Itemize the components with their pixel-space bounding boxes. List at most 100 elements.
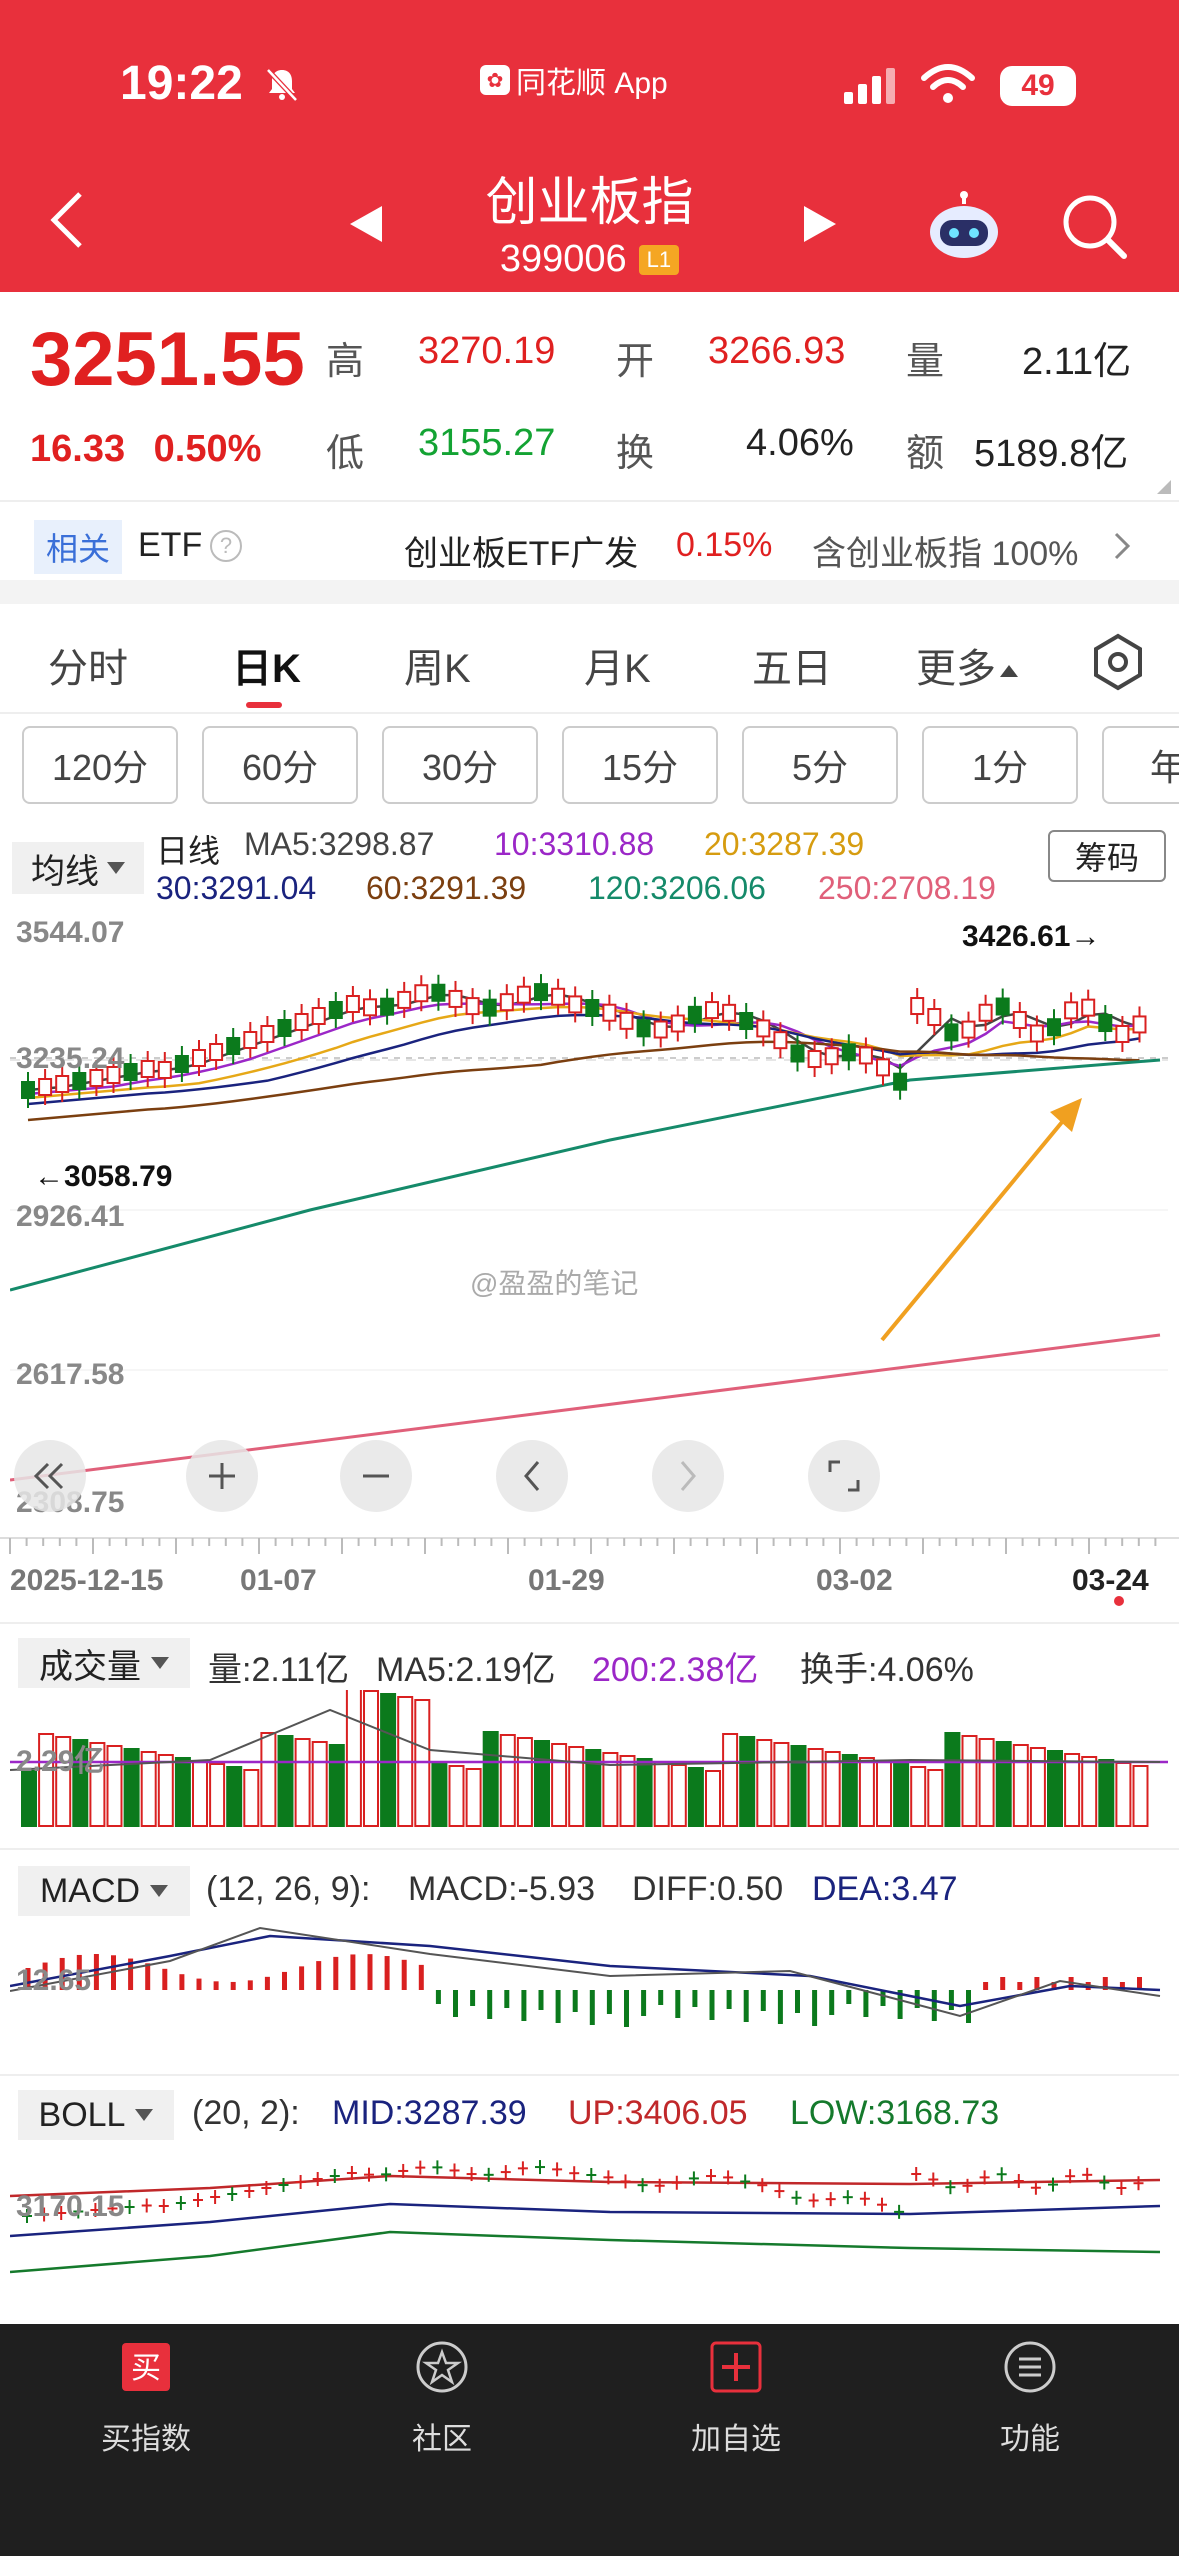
watermark: @盈盈的笔记: [470, 1268, 639, 1299]
tab-intraday[interactable]: 分时: [48, 647, 128, 691]
zoom-in-button[interactable]: [186, 1440, 258, 1512]
volume-bar: [568, 1746, 585, 1827]
caret-down-icon: [135, 2109, 154, 2121]
boll-chart[interactable]: [10, 2136, 1168, 2286]
low-annotation: ←3058.79: [34, 1160, 173, 1193]
next-index-icon[interactable]: [802, 204, 838, 244]
volume-bar: [705, 1770, 721, 1827]
macd-dea: DEA:3.47: [812, 1870, 958, 1908]
divider: [0, 500, 1179, 502]
candle: [910, 997, 925, 1016]
volume-bar: [140, 1751, 157, 1827]
boll-select[interactable]: BOLL: [18, 2090, 174, 2140]
line-type: 日线: [156, 833, 221, 869]
tab-daily-k[interactable]: 日K: [232, 647, 301, 691]
chip-30min[interactable]: 30分: [382, 726, 538, 804]
nav-community[interactable]: 社区: [362, 2340, 522, 2458]
volume-bar: [431, 1762, 448, 1827]
settings-icon[interactable]: [1088, 632, 1148, 692]
candle: [465, 997, 480, 1016]
chip-15min[interactable]: 15分: [562, 726, 718, 804]
search-icon[interactable]: [1060, 192, 1130, 262]
related-etf-name[interactable]: 创业板ETF广发: [404, 535, 639, 573]
chip-1min[interactable]: 1分: [922, 726, 1078, 804]
volume-bar: [978, 1738, 995, 1827]
volume-select[interactable]: 成交量: [18, 1638, 190, 1688]
nav-buy-index-label: 买指数: [101, 2423, 191, 2456]
chip-60min[interactable]: 60分: [202, 726, 358, 804]
help-icon[interactable]: ?: [210, 530, 242, 562]
related-etf-change[interactable]: 0.15%: [676, 526, 773, 564]
chip-5min[interactable]: 5分: [742, 726, 898, 804]
candle: [499, 993, 514, 1012]
bottom-nav: [0, 2324, 1179, 2556]
back-icon[interactable]: [46, 190, 90, 250]
candle: [687, 1005, 702, 1024]
change-percent: 0.50%: [153, 428, 262, 470]
divider: [0, 2074, 1179, 2076]
related-etf-holding[interactable]: 含创业板指 100%: [812, 535, 1079, 573]
candle: [89, 1069, 104, 1087]
chevron-right-icon[interactable]: [1112, 530, 1132, 562]
volume-bar: [157, 1754, 174, 1827]
chevron-left-icon: [524, 1461, 540, 1491]
volume-bar: [123, 1748, 140, 1827]
candle: [174, 1055, 189, 1073]
volume-select-label: 成交量: [39, 1647, 141, 1686]
volume-value: 2.11亿: [1022, 341, 1132, 383]
volume-bar: [311, 1741, 328, 1827]
volume-bar: [1098, 1759, 1115, 1827]
volume-bar: [961, 1735, 978, 1827]
divider: [0, 1848, 1179, 1850]
kline-chart[interactable]: [10, 910, 1168, 1540]
candle: [209, 1043, 224, 1061]
page-title: 创业板指: [485, 173, 694, 233]
volume-bar: [1029, 1747, 1046, 1827]
chip-120min[interactable]: 120分: [22, 726, 178, 804]
macd-chart[interactable]: [10, 1916, 1168, 2058]
scroll-right-button[interactable]: [652, 1440, 724, 1512]
prev-index-icon[interactable]: [348, 204, 384, 244]
macd-select[interactable]: MACD: [18, 1866, 190, 1916]
tab-weekly-k[interactable]: 周K: [404, 647, 471, 691]
y-label-4: 2617.58: [16, 1358, 125, 1391]
chip-distribution-button[interactable]: 筹码: [1048, 830, 1166, 882]
chip-year[interactable]: 年: [1102, 726, 1179, 804]
tab-monthly-k[interactable]: 月K: [584, 647, 651, 691]
trend-arrow-head: [1050, 1098, 1082, 1132]
candle: [893, 1072, 908, 1091]
volume-bar: [260, 1732, 277, 1827]
candle: [482, 998, 497, 1017]
indicator-select[interactable]: 均线: [12, 842, 144, 894]
volume-bar: [328, 1744, 345, 1827]
boll-mid: MID:3287.39: [332, 2094, 527, 2132]
fullscreen-button[interactable]: [808, 1440, 880, 1512]
caret-down-icon: [150, 1885, 169, 1897]
scroll-left-button[interactable]: [496, 1440, 568, 1512]
fullscreen-icon: [828, 1460, 860, 1492]
nav-add-watchlist[interactable]: 加自选: [656, 2340, 816, 2458]
app-logo-icon: ✿: [480, 65, 510, 95]
buy-icon: 买: [122, 2343, 170, 2391]
nav-functions[interactable]: 功能: [950, 2340, 1110, 2458]
y-label-2: 3235.24: [16, 1042, 125, 1075]
candle: [927, 1008, 942, 1027]
volume-bar: [585, 1749, 602, 1827]
diff-line: [10, 1926, 1161, 2018]
robot-assistant-icon[interactable]: [924, 190, 1004, 262]
turnover-label: 换: [616, 433, 655, 475]
candle: [1064, 1001, 1079, 1020]
volume-ma200: 200:2.38亿: [592, 1651, 759, 1689]
collapse-left-button[interactable]: [14, 1440, 86, 1512]
tab-five-day[interactable]: 五日: [752, 647, 832, 691]
tab-more[interactable]: 更多: [916, 636, 1018, 694]
candle: [21, 1081, 35, 1099]
zoom-out-button[interactable]: [340, 1440, 412, 1512]
ma20-line: [27, 1005, 1140, 1100]
volume-bar: [1064, 1753, 1081, 1827]
nav-buy-index[interactable]: 买 买指数: [66, 2340, 226, 2458]
high-label: 高: [326, 341, 365, 383]
volume-bar: [876, 1760, 892, 1827]
volume-chart[interactable]: [10, 1690, 1168, 1830]
expand-corner-icon[interactable]: [1157, 480, 1171, 494]
